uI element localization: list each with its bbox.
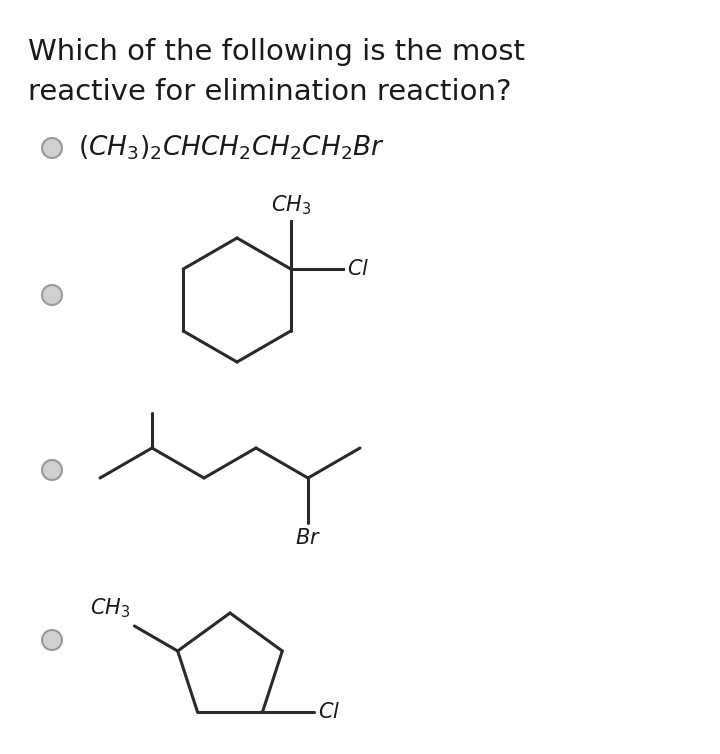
Text: Which of the following is the most: Which of the following is the most [28,38,525,66]
Text: $CH_3$: $CH_3$ [90,596,130,620]
Text: $Cl$: $Cl$ [318,703,341,722]
Text: reactive for elimination reaction?: reactive for elimination reaction? [28,78,511,106]
Circle shape [42,630,62,650]
Text: $CH_3$: $CH_3$ [271,193,311,217]
Circle shape [42,460,62,480]
Text: $Cl$: $Cl$ [347,259,369,279]
Text: $Br$: $Br$ [295,528,321,548]
Text: $(CH_3)_2CHCH_2CH_2CH_2Br$: $(CH_3)_2CHCH_2CH_2CH_2Br$ [78,133,385,162]
Circle shape [42,285,62,305]
Circle shape [42,138,62,158]
